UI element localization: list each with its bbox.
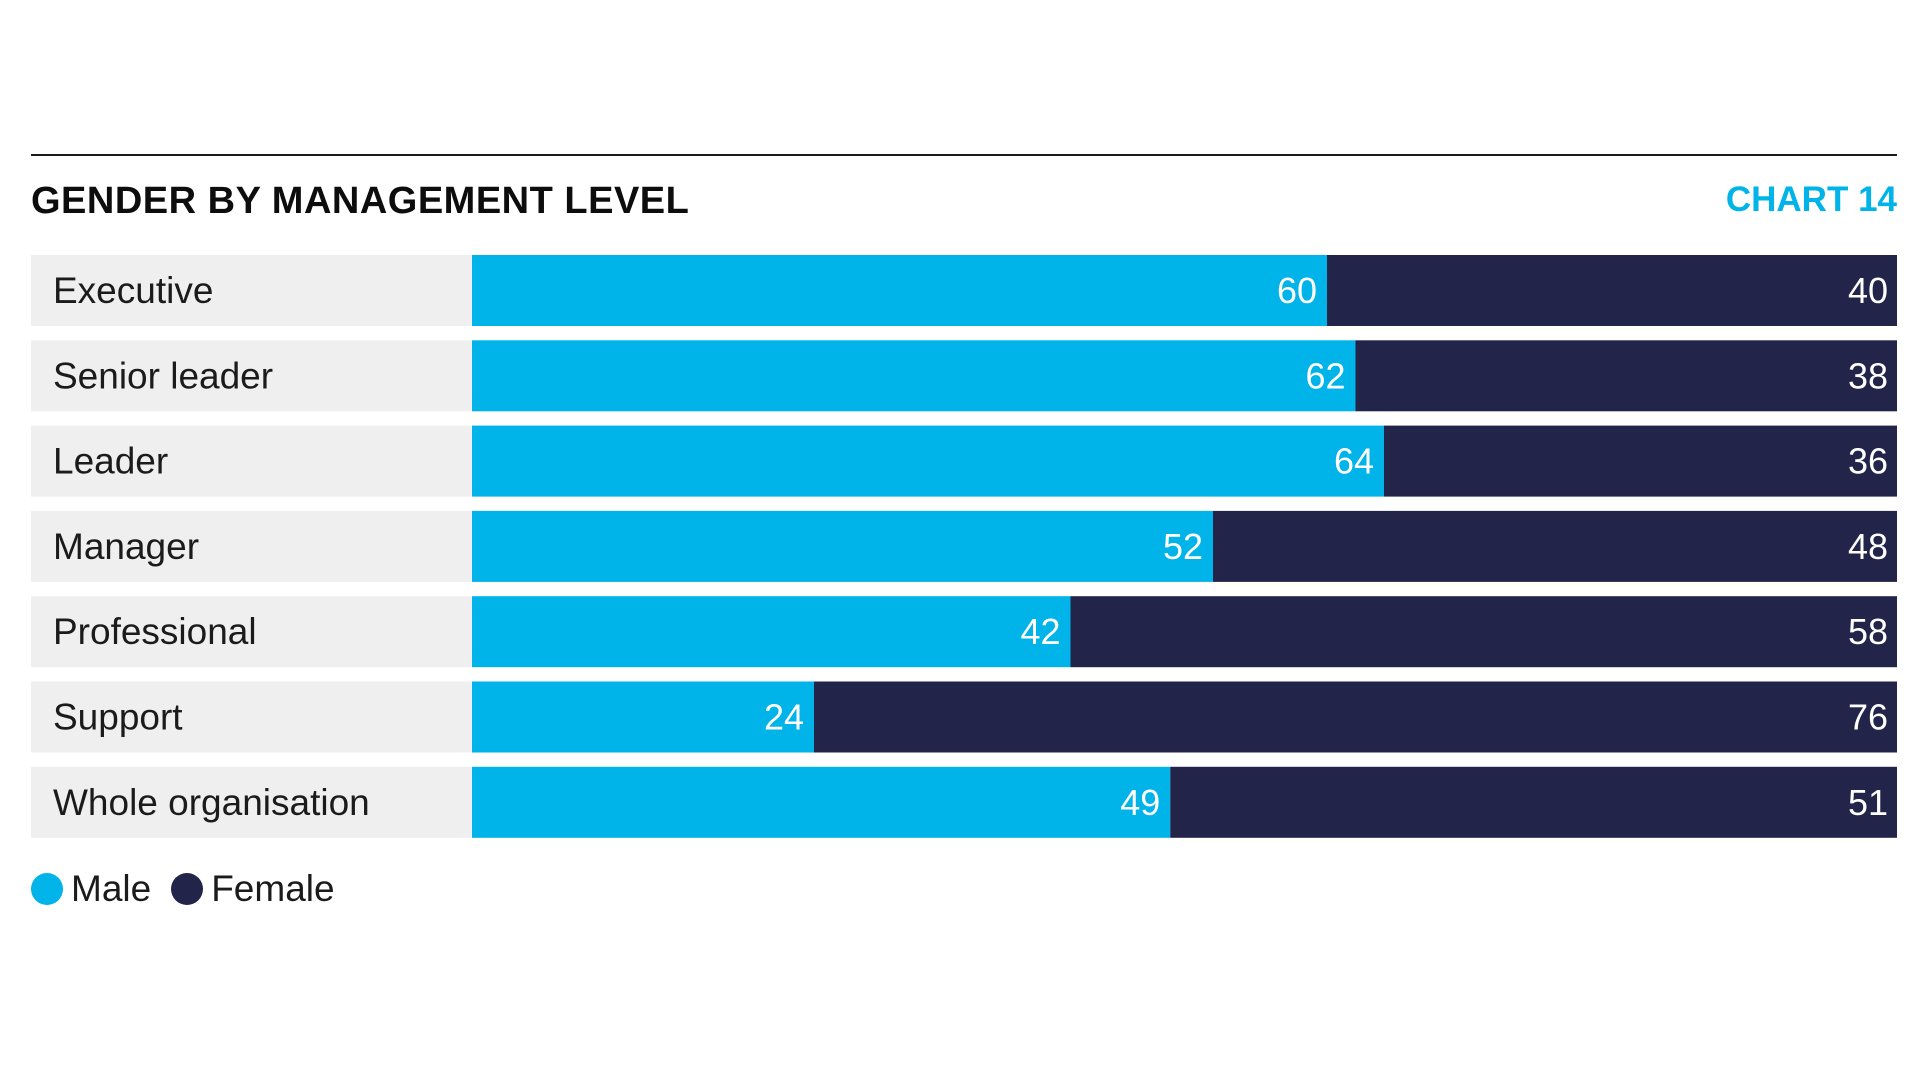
value-label-female-senior-leader: 38	[1848, 355, 1888, 396]
category-label-bg-support	[31, 681, 472, 753]
male-swatch-icon	[31, 873, 63, 905]
top-rule	[31, 154, 1897, 156]
legend-label-female: Female	[211, 868, 335, 909]
category-label-bg-senior-leader	[31, 340, 472, 412]
bar-female-executive	[1327, 255, 1897, 326]
category-label-whole-organisation: Whole organisation	[53, 782, 370, 823]
value-label-female-executive: 40	[1848, 270, 1888, 311]
value-label-female-support: 76	[1848, 697, 1888, 738]
bar-female-professional	[1070, 596, 1897, 668]
category-label-bg-professional	[31, 596, 472, 668]
bar-female-leader	[1384, 425, 1897, 497]
bar-male-professional	[472, 596, 1071, 668]
value-label-male-leader: 64	[1334, 441, 1374, 482]
bar-female-support	[814, 681, 1897, 753]
chart-title: GENDER BY MANAGEMENT LEVEL	[31, 180, 690, 222]
bar-male-whole-organisation	[472, 766, 1171, 838]
value-label-female-professional: 58	[1848, 611, 1888, 652]
bar-male-leader	[472, 425, 1384, 497]
bar-female-whole-organisation	[1170, 766, 1897, 838]
bar-female-senior-leader	[1355, 340, 1897, 412]
category-label-professional: Professional	[53, 611, 257, 652]
value-label-female-manager: 48	[1848, 526, 1888, 567]
value-label-male-manager: 52	[1163, 526, 1203, 567]
value-label-male-executive: 60	[1277, 270, 1317, 311]
legend-item-male: Male	[31, 868, 151, 910]
legend-label-male: Male	[71, 868, 152, 909]
value-label-male-senior-leader: 62	[1305, 355, 1345, 396]
bar-male-senior-leader	[472, 340, 1356, 412]
category-label-bg-whole-organisation	[31, 766, 472, 838]
category-label-bg-leader	[31, 425, 472, 497]
value-label-female-whole-organisation: 51	[1848, 782, 1888, 823]
category-label-senior-leader: Senior leader	[53, 355, 273, 396]
female-swatch-icon	[171, 873, 204, 905]
category-label-bg-manager	[31, 510, 472, 582]
legend-item-female: Female	[171, 868, 335, 910]
value-label-male-whole-organisation: 49	[1120, 782, 1160, 823]
bar-male-support	[472, 681, 814, 753]
value-label-male-professional: 42	[1020, 611, 1060, 652]
bar-female-manager	[1213, 510, 1897, 582]
category-label-leader: Leader	[53, 441, 168, 482]
value-label-male-support: 24	[764, 697, 804, 738]
bar-male-executive	[472, 255, 1327, 326]
bar-male-manager	[472, 510, 1213, 582]
chart-number: CHART 14	[1725, 180, 1897, 219]
category-label-bg-executive	[31, 255, 472, 326]
category-label-executive: Executive	[53, 270, 213, 311]
category-label-support: Support	[53, 697, 183, 738]
category-label-manager: Manager	[53, 526, 199, 567]
legend: Male Female	[31, 868, 355, 910]
value-label-female-leader: 36	[1848, 441, 1888, 482]
